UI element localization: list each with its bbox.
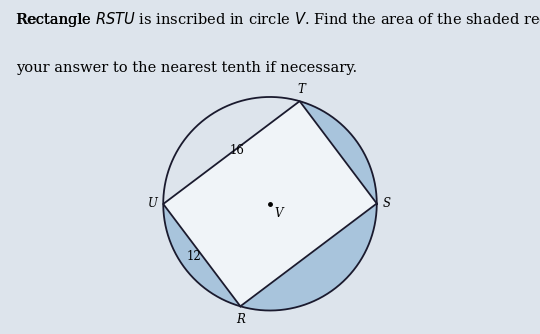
Polygon shape bbox=[300, 101, 377, 203]
Text: your answer to the nearest tenth if necessary.: your answer to the nearest tenth if nece… bbox=[16, 61, 357, 75]
Text: T: T bbox=[298, 83, 305, 96]
Text: V: V bbox=[274, 207, 283, 220]
Text: 16: 16 bbox=[230, 144, 244, 157]
Text: Rectangle: Rectangle bbox=[16, 13, 96, 27]
Polygon shape bbox=[163, 101, 377, 311]
Text: Rectangle $\mathit{RSTU}$ is inscribed in circle $\mathit{V}$. Find the area of : Rectangle $\mathit{RSTU}$ is inscribed i… bbox=[16, 10, 540, 29]
Text: S: S bbox=[383, 197, 390, 210]
Text: U: U bbox=[147, 197, 157, 210]
Polygon shape bbox=[163, 101, 377, 306]
Text: 12: 12 bbox=[187, 250, 201, 263]
Text: R: R bbox=[236, 313, 245, 326]
